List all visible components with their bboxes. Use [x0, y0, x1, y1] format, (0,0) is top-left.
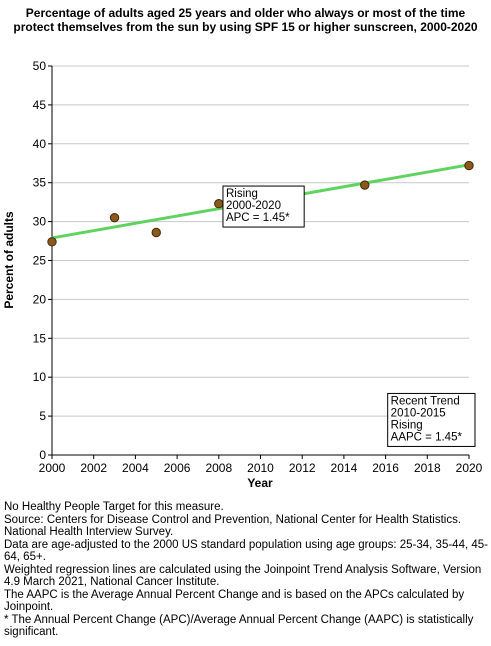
- y-tick-label: 45: [33, 98, 47, 112]
- y-tick-label: 0: [39, 448, 46, 462]
- x-tick-label: 2002: [80, 461, 107, 475]
- y-tick-label: 20: [33, 292, 47, 306]
- data-point: [360, 180, 370, 190]
- data-point: [151, 227, 161, 238]
- x-axis-label: Year: [247, 476, 273, 490]
- annotation-text: Recent Trend: [391, 395, 460, 407]
- annotation-text: 2010-2015: [391, 407, 446, 419]
- y-tick-label: 5: [39, 409, 46, 423]
- footnote-line: Data are age-adjusted to the 2000 US sta…: [4, 538, 488, 564]
- y-tick-label: 10: [33, 370, 47, 384]
- x-tick-label: 2006: [164, 461, 191, 475]
- x-tick-label: 2010: [247, 461, 274, 475]
- x-tick-label: 2020: [456, 461, 483, 475]
- footnote-line: The AAPC is the Average Annual Percent C…: [4, 588, 465, 614]
- x-tick-label: 2016: [372, 461, 399, 475]
- annotation-text: APC = 1.45*: [226, 212, 290, 224]
- x-tick-label: 2014: [331, 461, 358, 475]
- footnote-line: No Healthy People Target for this measur…: [4, 501, 224, 513]
- x-tick-label: 2008: [205, 461, 232, 475]
- data-point: [214, 199, 224, 209]
- y-tick-label: 50: [33, 59, 47, 73]
- y-tick-label: 15: [33, 331, 47, 345]
- annotation-text: Rising: [226, 188, 258, 200]
- x-tick-label: 2004: [122, 461, 149, 475]
- y-tick-label: 35: [33, 176, 47, 190]
- footnotes: No Healthy People Target for this measur…: [4, 501, 488, 639]
- annotation-text: Rising: [391, 419, 423, 431]
- footnote-line: Source: Centers for Disease Control and …: [4, 513, 462, 539]
- annotation-text: 2000-2020: [226, 200, 281, 212]
- line-chart: 0 5 10 15 20 25 30 35 40 45 50 2000 2002 2004 2006 2008…: [2, 59, 483, 490]
- x-tick-label: 2012: [289, 461, 316, 475]
- footnote-line: * The Annual Percent Change (APC)/Averag…: [4, 613, 474, 639]
- y-tick-label: 40: [33, 137, 47, 151]
- y-tick-label: 25: [33, 254, 47, 268]
- annotation-text: AAPC = 1.45*: [391, 431, 463, 443]
- axes: 0 5 10 15 20 25 30 35 40 45 50 2000 2002 2004 2006 2008…: [33, 59, 483, 475]
- data-point: [47, 237, 57, 247]
- y-tick-label: 30: [33, 215, 47, 229]
- y-axis-label: Percent of adults: [2, 211, 16, 309]
- data-point: [464, 160, 474, 171]
- chart-title: Percentage of adults aged 25 years and o…: [13, 6, 478, 34]
- footnote-line: Weighted regression lines are calculated…: [4, 563, 482, 589]
- x-tick-label: 2000: [39, 461, 66, 475]
- annotation-frame: [387, 392, 476, 447]
- data-point: [109, 213, 120, 223]
- x-tick-label: 2018: [414, 461, 441, 475]
- annotation-frame: [222, 185, 305, 228]
- gridlines: [52, 65, 469, 417]
